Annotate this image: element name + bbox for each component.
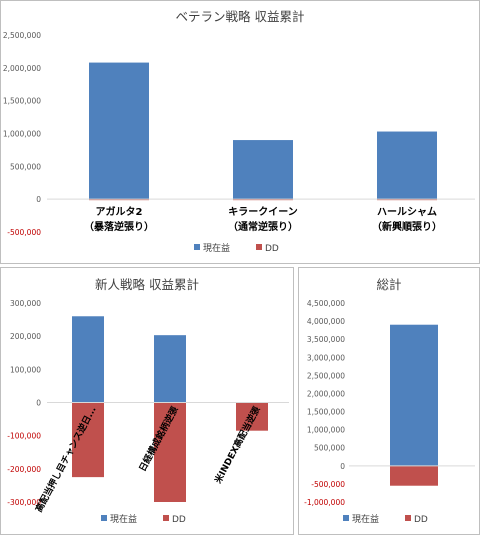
y-tick-label: -500,000 xyxy=(311,480,345,489)
legend-label: DD xyxy=(265,244,279,254)
rookie-chart-panel: 新人戦略 収益累計 -300,000 -200,000 -100,000 0 100,00… xyxy=(0,267,294,535)
legend-swatch-dd xyxy=(163,515,169,521)
y-tick-label: -1,000,000 xyxy=(304,498,345,507)
y-tick-label: -300,000 xyxy=(7,498,41,507)
dd-bar xyxy=(154,402,186,502)
legend-swatch-dd xyxy=(256,244,262,250)
y-tick-label: 2,000,000 xyxy=(307,389,345,398)
profit-bar xyxy=(154,335,186,403)
y-tick-label: -100,000 xyxy=(7,432,41,441)
category-label: （新興順張り） xyxy=(372,220,442,233)
chart-title: 総計 xyxy=(376,277,401,292)
profit-bar xyxy=(72,316,104,403)
y-tick-label: 2,500,000 xyxy=(3,31,41,40)
y-tick-label: 1,500,000 xyxy=(307,408,345,417)
y-tick-label: 0 xyxy=(340,462,345,471)
dd-bar xyxy=(390,465,438,486)
y-tick-label: 1,000,000 xyxy=(307,426,345,435)
profit-bar xyxy=(377,131,437,200)
legend-swatch-profit xyxy=(101,515,107,521)
category-label: アガルタ2 xyxy=(96,205,143,218)
rookie-chart: 新人戦略 収益累計 -300,000 -200,000 -100,000 0 100,00… xyxy=(7,277,289,525)
y-tick-label: 100,000 xyxy=(10,365,41,374)
total-chart: 総計 -1,000,000 -500,000 0 500,000 1,000,000 1,5… xyxy=(304,277,475,525)
total-chart-panel: 総計 -1,000,000 -500,000 0 500,000 1,000,000 1,5… xyxy=(298,267,480,535)
y-tick-label: 1,000,000 xyxy=(3,130,41,139)
dd-bar xyxy=(72,402,104,478)
legend-label: 現在益 xyxy=(352,513,379,525)
y-tick-label: 0 xyxy=(36,399,41,408)
category-label: （通常逆張り） xyxy=(228,220,298,233)
legend-label: DD xyxy=(172,515,186,525)
y-tick-label: 200,000 xyxy=(10,332,41,341)
y-tick-label: -500,000 xyxy=(7,228,41,237)
y-tick-label: 0 xyxy=(36,195,41,204)
veteran-chart-panel: ベテラン戦略 収益累計 -500,000 0 500,000 1,000,000 1,50… xyxy=(0,0,480,264)
y-tick-label: 3,500,000 xyxy=(307,335,345,344)
y-tick-label: 500,000 xyxy=(10,162,41,171)
category-label: （暴落逆張り） xyxy=(84,220,154,233)
legend-label: 現在益 xyxy=(110,513,137,525)
y-tick-label: 3,000,000 xyxy=(307,353,345,362)
legend-swatch-profit xyxy=(343,515,349,521)
chart-title: 新人戦略 収益累計 xyxy=(95,277,199,292)
y-tick-label: -200,000 xyxy=(7,465,41,474)
category-label: キラークイーン xyxy=(228,206,298,218)
profit-bar xyxy=(233,140,293,200)
y-tick-label: 4,000,000 xyxy=(307,317,345,326)
y-tick-label: 4,500,000 xyxy=(307,299,345,308)
category-label: ハールシャム xyxy=(377,206,437,218)
legend-swatch-profit xyxy=(194,244,200,250)
y-tick-label: 2,500,000 xyxy=(307,371,345,380)
dd-bar xyxy=(236,402,268,431)
chart-title: ベテラン戦略 収益累計 xyxy=(176,9,305,24)
y-tick-label: 500,000 xyxy=(314,444,345,453)
veteran-chart: ベテラン戦略 収益累計 -500,000 0 500,000 1,000,000 1,50… xyxy=(3,9,475,254)
y-tick-label: 2,000,000 xyxy=(3,64,41,73)
y-tick-label: 300,000 xyxy=(10,299,41,308)
legend-label: DD xyxy=(414,515,428,525)
y-tick-label: 1,500,000 xyxy=(3,97,41,106)
profit-bar xyxy=(89,62,149,200)
legend-label: 現在益 xyxy=(203,242,230,254)
profit-bar xyxy=(390,324,438,466)
legend-swatch-dd xyxy=(405,515,411,521)
